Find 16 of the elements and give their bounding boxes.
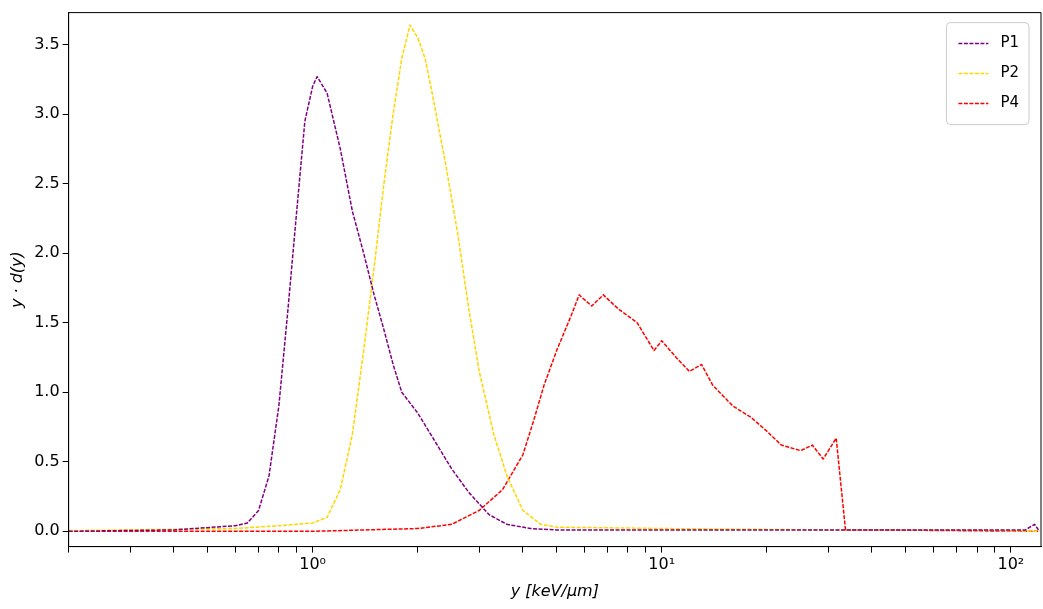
y-tick-label: 1.5 bbox=[34, 311, 60, 331]
y-tick-label: 3.0 bbox=[34, 103, 60, 123]
x-tick-label: 10² bbox=[997, 554, 1025, 574]
x-tick-label: 10⁰ bbox=[299, 554, 327, 574]
y-tick-label: 1.0 bbox=[34, 381, 60, 401]
y-tick-label: 0.5 bbox=[34, 450, 60, 470]
legend-label: P1 bbox=[1000, 33, 1019, 52]
legend-label: P2 bbox=[1000, 63, 1019, 82]
y-tick-label: 2.0 bbox=[34, 242, 60, 262]
y-tick-label: 3.5 bbox=[34, 33, 60, 53]
legend-label: P4 bbox=[1000, 93, 1019, 112]
y-axis-title: y · d(y) bbox=[6, 251, 26, 310]
y-tick-label: 2.5 bbox=[34, 172, 60, 192]
y-tick-label: 0.0 bbox=[34, 520, 60, 540]
x-tick-label: 10¹ bbox=[648, 554, 676, 574]
x-axis-title: y [keV/μm] bbox=[509, 580, 599, 600]
